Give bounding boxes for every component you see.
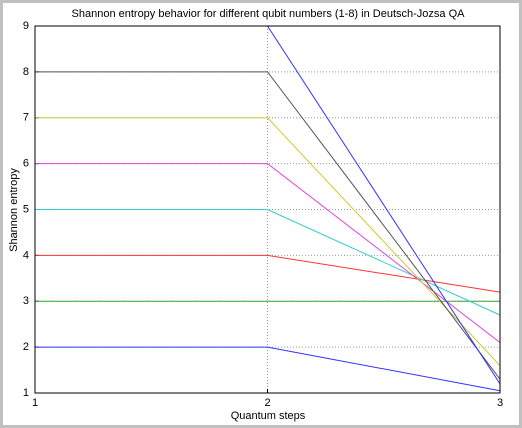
background: [3, 3, 519, 425]
y-tick-label: 7: [23, 112, 29, 124]
y-axis-label: Shannon entropy: [8, 168, 20, 252]
y-tick-label: 4: [23, 249, 29, 261]
y-tick-label: 8: [23, 66, 29, 78]
chart-title: Shannon entropy behavior for different q…: [72, 8, 466, 20]
y-tick-label: 3: [23, 295, 29, 307]
x-axis-label: Quantum steps: [231, 410, 306, 422]
series-line: [35, 209, 501, 316]
y-tick-label: 2: [23, 341, 29, 353]
y-tick-label: 6: [23, 158, 29, 170]
series-line: [35, 346, 501, 392]
x-tick-label: 2: [264, 397, 270, 409]
x-tick-label: 3: [497, 397, 503, 409]
x-tick-label: 1: [32, 397, 38, 409]
y-tick-label: 5: [23, 203, 29, 215]
series-line: [35, 71, 501, 380]
y-tick-label: 9: [23, 20, 29, 32]
series-line: [35, 117, 501, 366]
y-tick-label: 1: [23, 387, 29, 399]
plot-border: [34, 25, 501, 394]
